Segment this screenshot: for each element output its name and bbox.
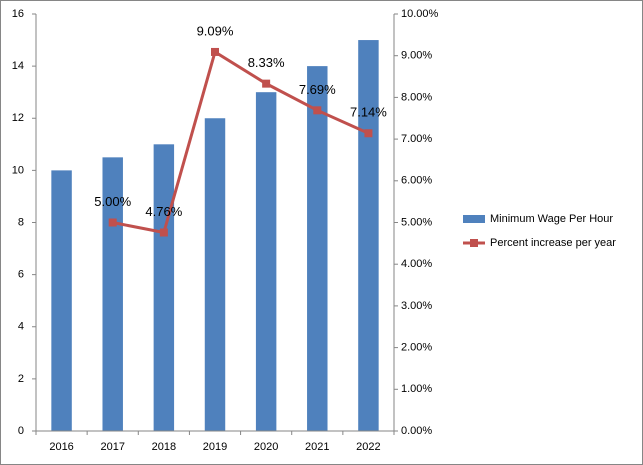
y2-tick-label: 6.00% bbox=[401, 175, 432, 187]
y-tick-label: 6 bbox=[18, 269, 24, 281]
y2-tick-label: 2.00% bbox=[401, 342, 432, 354]
x-tick-label: 2022 bbox=[356, 441, 380, 453]
y-tick-label: 10 bbox=[12, 164, 24, 176]
line-marker bbox=[108, 218, 117, 227]
value-label: 7.14% bbox=[350, 105, 387, 120]
y2-tick-label: 8.00% bbox=[401, 91, 432, 103]
bar bbox=[358, 40, 379, 431]
y-tick-label: 14 bbox=[12, 60, 24, 72]
bar bbox=[51, 170, 72, 431]
value-label: 7.69% bbox=[299, 82, 336, 97]
y2-tick-label: 1.00% bbox=[401, 383, 432, 395]
bar bbox=[153, 144, 175, 431]
y-tick-label: 2 bbox=[18, 373, 24, 385]
y2-tick-label: 9.00% bbox=[401, 50, 432, 62]
y2-tick-label: 10.00% bbox=[401, 8, 439, 20]
x-tick-label: 2016 bbox=[49, 441, 73, 453]
value-label: 9.09% bbox=[197, 23, 234, 38]
line-marker bbox=[313, 106, 322, 115]
x-tick-label: 2018 bbox=[152, 441, 176, 453]
bar bbox=[255, 92, 277, 431]
y-tick-label: 4 bbox=[18, 321, 24, 333]
y2-tick-label: 4.00% bbox=[401, 258, 432, 270]
legend-swatch bbox=[470, 239, 478, 247]
bar bbox=[204, 118, 226, 431]
value-label: 8.33% bbox=[248, 55, 285, 70]
value-label: 4.76% bbox=[145, 204, 182, 219]
x-tick-label: 2019 bbox=[203, 441, 227, 453]
line bbox=[112, 49, 370, 235]
y2-tick-label: 3.00% bbox=[401, 300, 432, 312]
legend-label: Minimum Wage Per Hour bbox=[490, 213, 613, 225]
value-label: 5.00% bbox=[94, 194, 131, 209]
x-tick-label: 2020 bbox=[254, 441, 278, 453]
y2-tick-label: 5.00% bbox=[401, 216, 432, 228]
x-tick-label: 2017 bbox=[100, 441, 124, 453]
line-marker bbox=[364, 129, 373, 138]
y2-tick-label: 7.00% bbox=[401, 133, 432, 145]
y-tick-label: 8 bbox=[18, 216, 24, 228]
legend-swatch bbox=[463, 215, 485, 223]
legend-label: Percent increase per year bbox=[490, 237, 616, 249]
x-tick-label: 2021 bbox=[305, 441, 329, 453]
y-tick-label: 12 bbox=[12, 112, 24, 124]
bar bbox=[307, 66, 328, 431]
line-marker bbox=[159, 228, 168, 237]
line-marker bbox=[262, 79, 271, 88]
y-tick-label: 0 bbox=[18, 425, 24, 437]
bar bbox=[102, 157, 123, 431]
y-tick-label: 16 bbox=[12, 8, 24, 20]
line-marker bbox=[211, 47, 219, 56]
y2-tick-label: 0.00% bbox=[401, 425, 432, 437]
